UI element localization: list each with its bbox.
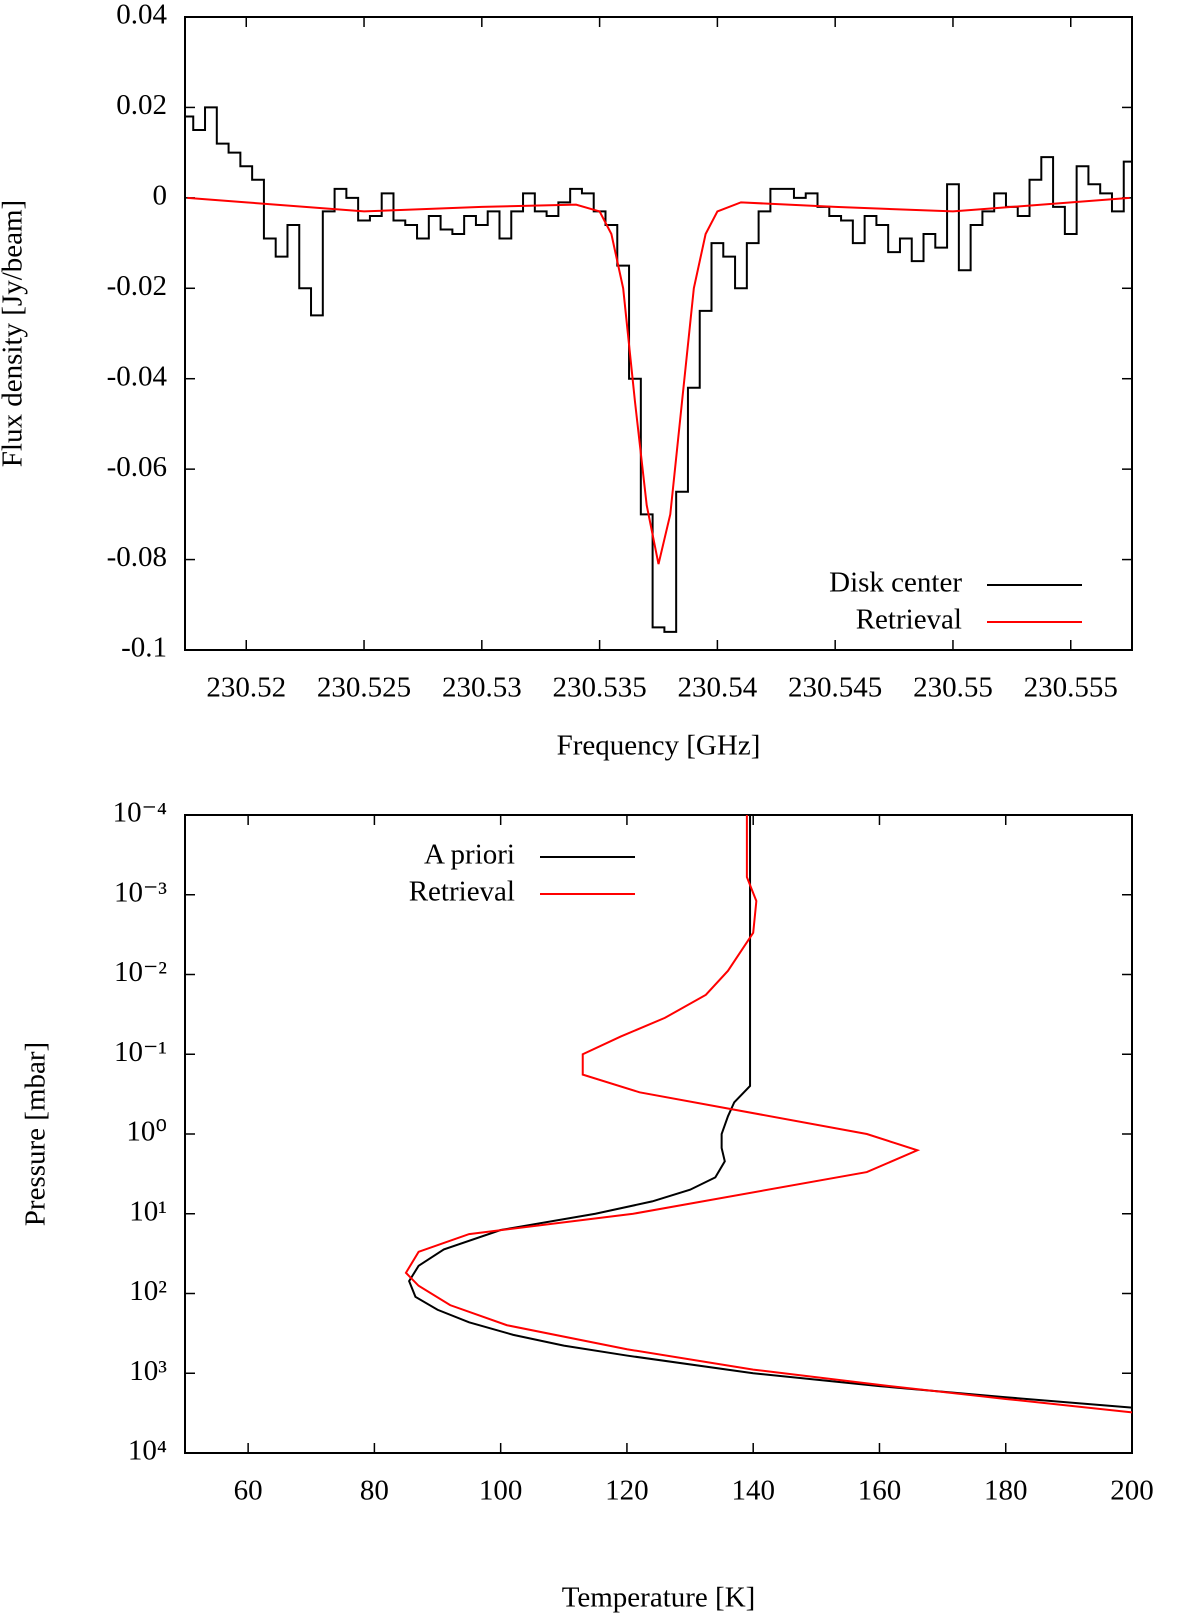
legend-label: A priori xyxy=(424,839,515,871)
x-tick-label: 60 xyxy=(234,1475,263,1507)
x-tick-label: 230.54 xyxy=(678,672,758,704)
y-tick-label: 10⁴ xyxy=(128,1435,167,1467)
y-tick-label: -0.04 xyxy=(107,360,168,392)
x-tick-label: 230.525 xyxy=(317,672,411,704)
plot-frame xyxy=(184,814,1133,1454)
y-tick-label: -0.1 xyxy=(121,632,167,664)
x-tick-label: 120 xyxy=(605,1475,649,1507)
legend-label: Retrieval xyxy=(409,876,515,908)
x-tick-label: 230.53 xyxy=(442,672,522,704)
data-line xyxy=(408,815,1132,1409)
y-tick-label: 0.02 xyxy=(116,89,167,121)
data-line xyxy=(187,196,1130,565)
y-tick-label: 10³ xyxy=(129,1355,167,1387)
y-tick-label: 0 xyxy=(153,180,168,212)
data-line xyxy=(185,106,1132,633)
y-tick-label: 10⁻¹ xyxy=(114,1036,167,1068)
y-tick-label: 10¹ xyxy=(129,1195,167,1227)
legend-label: Retrieval xyxy=(856,604,962,636)
plot-frame xyxy=(184,16,1133,651)
y-axis-label: Pressure [mbar] xyxy=(20,1042,52,1226)
y-tick-label: -0.02 xyxy=(107,270,167,302)
y-tick-label: -0.06 xyxy=(107,451,167,483)
x-tick-label: 230.555 xyxy=(1024,672,1118,704)
x-tick-label: 230.52 xyxy=(206,672,286,704)
x-axis-label: Frequency [GHz] xyxy=(557,730,761,762)
x-tick-label: 80 xyxy=(360,1475,389,1507)
x-axis-label: Temperature [K] xyxy=(562,1582,756,1614)
y-tick-label: 10⁻² xyxy=(114,956,167,988)
x-tick-label: 200 xyxy=(1110,1475,1154,1507)
y-tick-label: -0.08 xyxy=(107,541,167,573)
x-tick-label: 230.545 xyxy=(788,672,882,704)
x-tick-label: 160 xyxy=(858,1475,902,1507)
y-tick-label: 10⁰ xyxy=(126,1116,167,1148)
data-line xyxy=(404,815,1132,1414)
x-tick-label: 230.535 xyxy=(552,672,646,704)
y-axis-label: Flux density [Jy/beam] xyxy=(0,200,29,467)
x-tick-label: 140 xyxy=(731,1475,775,1507)
y-tick-label: 10² xyxy=(129,1275,167,1307)
x-tick-label: 180 xyxy=(984,1475,1028,1507)
y-tick-label: 0.04 xyxy=(116,0,167,31)
legend-label: Disk center xyxy=(829,567,962,599)
x-tick-label: 100 xyxy=(479,1475,523,1507)
y-tick-label: 10⁻³ xyxy=(114,876,167,908)
x-tick-label: 230.55 xyxy=(913,672,993,704)
y-tick-label: 10⁻⁴ xyxy=(113,797,167,829)
